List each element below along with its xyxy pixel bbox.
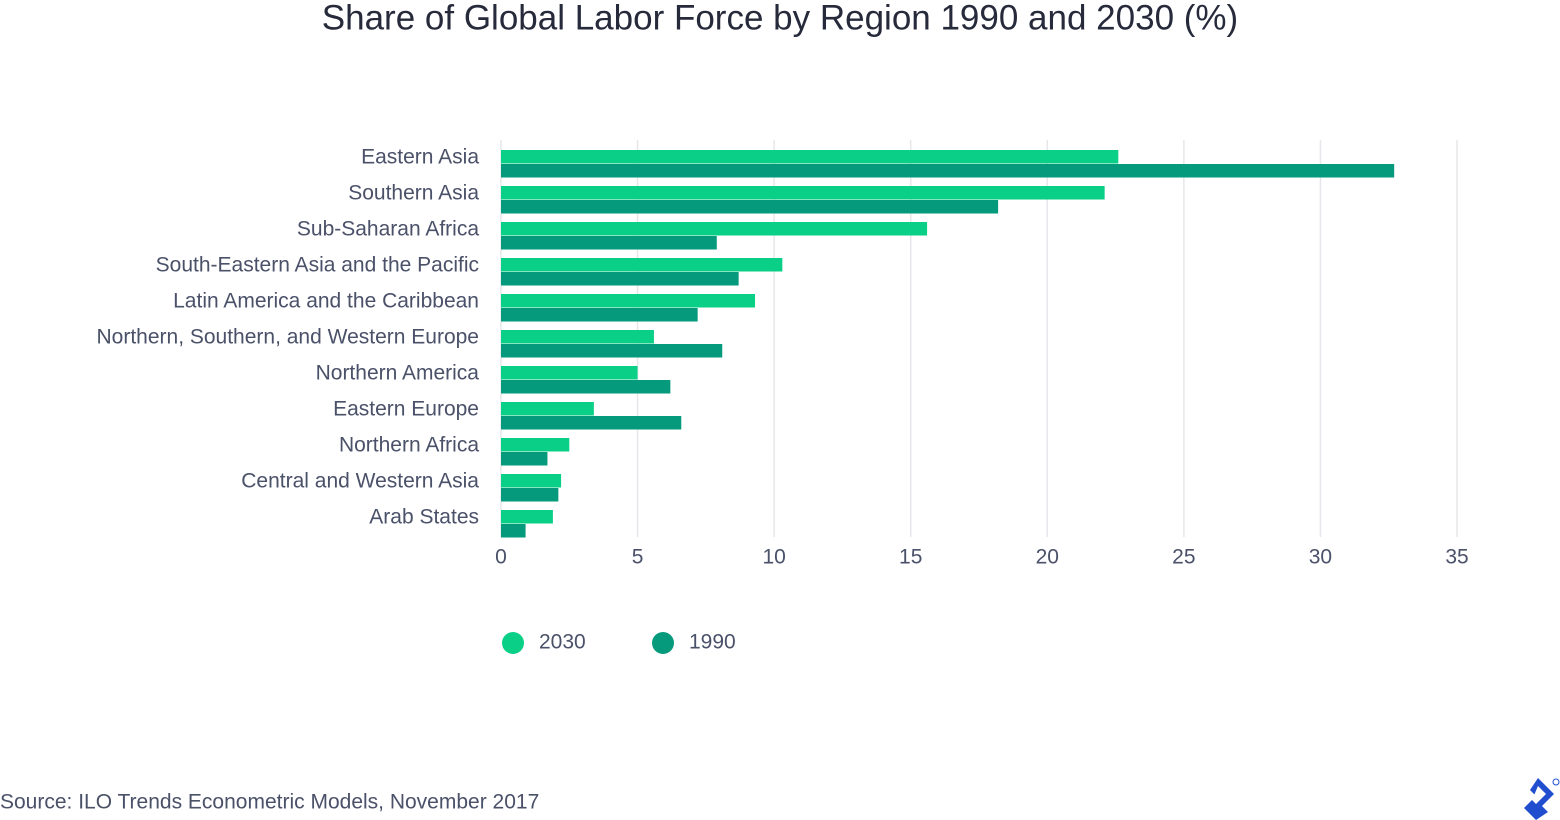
x-tick-label: 15 — [899, 546, 922, 569]
y-tick-label: Southern Asia — [348, 182, 479, 205]
bar — [501, 416, 682, 430]
x-tick-label: 5 — [632, 546, 644, 569]
bar — [501, 488, 559, 502]
bar — [501, 366, 638, 380]
bar — [501, 438, 570, 452]
y-tick-label: Latin America and the Caribbean — [173, 290, 479, 313]
y-tick-label: Northern Africa — [339, 434, 479, 457]
bar — [501, 164, 1395, 178]
source-note: Source: ILO Trends Econometric Models, N… — [0, 791, 539, 814]
y-tick-label: Arab States — [369, 506, 479, 529]
logo-reg — [1552, 778, 1560, 786]
y-tick-label: Central and Western Asia — [241, 470, 479, 493]
bar — [501, 186, 1105, 200]
bar — [501, 474, 562, 488]
bar — [501, 222, 928, 236]
chart-title: Share of Global Labor Force by Region 19… — [322, 0, 1238, 37]
y-tick-label: South-Eastern Asia and the Pacific — [156, 254, 479, 277]
bar — [501, 308, 698, 322]
y-tick-label: Sub-Saharan Africa — [297, 218, 479, 241]
legend-swatch — [502, 632, 524, 654]
logo-cut — [1532, 786, 1546, 804]
x-tick-label: 20 — [1036, 546, 1059, 569]
legend-label: 1990 — [689, 631, 736, 654]
bar — [501, 236, 717, 250]
y-tick-label: Eastern Asia — [361, 146, 479, 169]
bar — [501, 272, 739, 286]
bar — [501, 344, 723, 358]
x-tick-label: 10 — [762, 546, 785, 569]
bar — [501, 402, 594, 416]
y-tick-label: Northern, Southern, and Western Europe — [96, 326, 479, 349]
bar — [501, 380, 671, 394]
bar — [501, 150, 1119, 164]
bar — [501, 330, 654, 344]
bar — [501, 258, 783, 272]
legend-label: 2030 — [539, 631, 586, 654]
bar — [501, 294, 756, 308]
x-tick-label: 35 — [1445, 546, 1468, 569]
bar — [501, 524, 526, 538]
y-tick-label: Northern America — [316, 362, 480, 385]
bar — [501, 452, 548, 466]
x-tick-label: 25 — [1172, 546, 1195, 569]
legend-swatch — [652, 632, 674, 654]
y-tick-label: Eastern Europe — [333, 398, 479, 421]
x-tick-label: 0 — [495, 546, 507, 569]
logo — [1524, 778, 1560, 820]
bar — [501, 510, 553, 524]
x-tick-label: 30 — [1309, 546, 1332, 569]
bar — [501, 200, 999, 214]
